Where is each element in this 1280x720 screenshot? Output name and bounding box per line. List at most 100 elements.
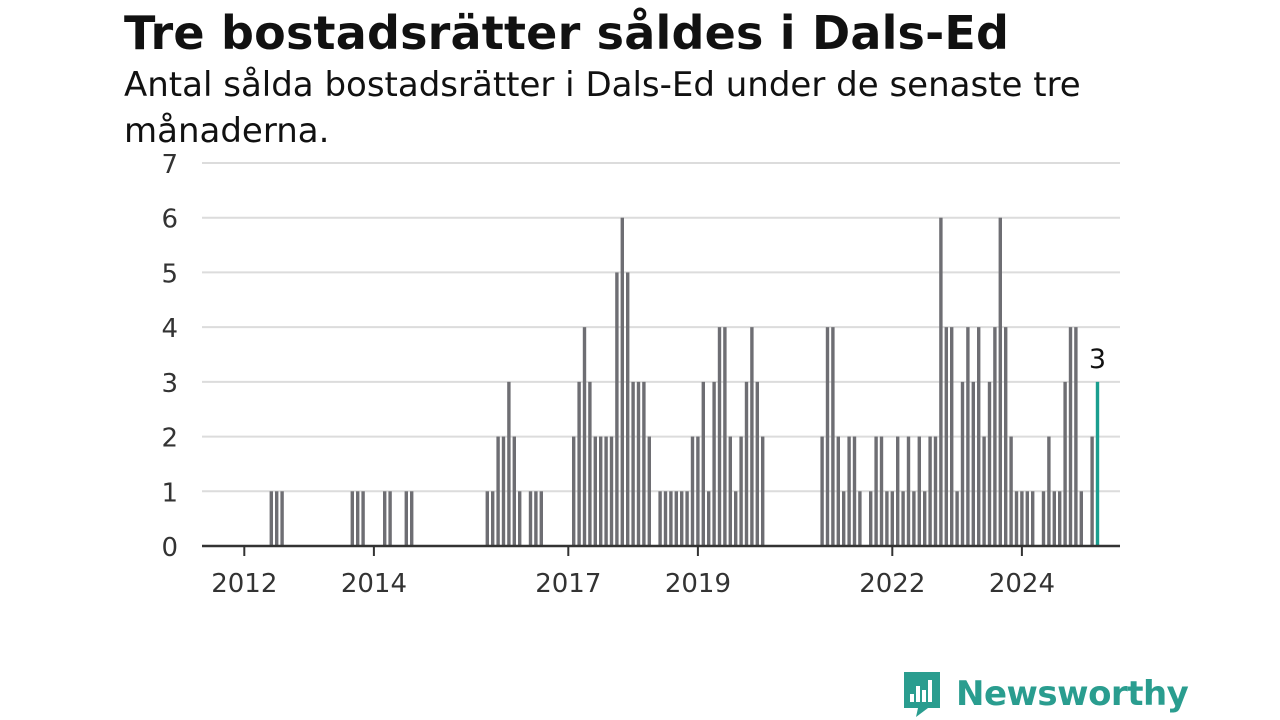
bar	[534, 491, 538, 546]
bar	[1090, 436, 1094, 546]
bar	[1079, 491, 1083, 546]
bar	[539, 491, 543, 546]
bar	[701, 381, 705, 546]
bar	[717, 327, 722, 546]
bar	[1052, 491, 1056, 546]
bar	[879, 436, 884, 546]
bar	[350, 491, 354, 546]
bar	[966, 327, 970, 546]
bar	[269, 491, 273, 546]
data-labels: 3	[1089, 344, 1106, 375]
bar	[647, 436, 651, 546]
bar	[928, 436, 932, 546]
x-tick-label: 2019	[665, 569, 731, 599]
newsworthy-logo: Newsworthy	[902, 670, 1189, 718]
bar	[901, 491, 905, 546]
bar	[869, 491, 873, 546]
bar	[620, 217, 624, 546]
bar	[723, 327, 727, 546]
bar	[933, 436, 938, 546]
bar	[1074, 327, 1078, 546]
bar	[998, 217, 1002, 546]
bar	[987, 381, 992, 546]
bar	[410, 491, 414, 546]
bar	[663, 491, 668, 546]
bar	[728, 436, 732, 546]
bar	[280, 491, 284, 546]
bar	[831, 327, 835, 546]
bar	[528, 491, 533, 546]
x-tick-label: 2022	[859, 569, 925, 599]
bar	[404, 491, 408, 546]
bar	[885, 491, 889, 546]
y-tick-label: 1	[161, 478, 178, 508]
bar	[750, 327, 754, 546]
bar	[912, 491, 916, 546]
y-tick-label: 3	[161, 369, 178, 399]
bar	[744, 381, 749, 546]
x-tick-label: 2012	[211, 569, 277, 599]
bar	[615, 272, 619, 546]
y-tick-label: 4	[161, 314, 178, 344]
bar	[485, 491, 489, 546]
newsworthy-logo-icon	[904, 672, 940, 717]
bar	[739, 436, 743, 546]
bar	[588, 381, 592, 546]
bar	[658, 491, 662, 546]
bar	[923, 491, 927, 546]
bar	[874, 436, 878, 546]
bar	[960, 381, 965, 546]
bar	[496, 436, 500, 546]
x-tick-label: 2014	[341, 569, 407, 599]
bar	[518, 491, 522, 546]
bar	[690, 436, 695, 546]
bar	[944, 327, 948, 546]
bar	[696, 436, 700, 546]
bar	[356, 491, 360, 546]
bar	[604, 436, 608, 546]
bar	[572, 436, 576, 546]
bar	[734, 491, 738, 546]
bar	[599, 436, 603, 546]
bar	[847, 436, 851, 546]
y-tick-label: 0	[161, 533, 178, 563]
y-axis-ticks: 0 1 2 3 4 5 6 7	[161, 150, 178, 563]
x-tick-label: 2024	[989, 569, 1055, 599]
chart-subtitle: Antal sålda bostadsrätter i Dals-Ed unde…	[124, 65, 1081, 151]
bar	[977, 327, 981, 546]
bar	[950, 327, 954, 546]
brand-name: Newsworthy	[956, 674, 1189, 714]
bar	[906, 436, 911, 546]
bar	[512, 436, 516, 546]
gridlines	[202, 162, 1120, 493]
bar	[685, 491, 689, 546]
bar	[1020, 491, 1024, 546]
bar	[593, 436, 597, 546]
bar	[858, 491, 862, 546]
bar	[631, 381, 635, 546]
bar	[674, 491, 678, 546]
bar	[917, 436, 921, 546]
bar	[609, 436, 614, 546]
y-tick-label: 7	[161, 150, 178, 180]
y-tick-label: 5	[161, 259, 178, 289]
bar	[388, 491, 392, 546]
bar	[642, 381, 646, 546]
y-tick-label: 2	[161, 424, 178, 454]
bar	[761, 436, 765, 546]
bar	[491, 491, 495, 546]
bar	[1009, 436, 1013, 546]
bar	[755, 381, 759, 546]
bar	[507, 381, 511, 546]
bar	[993, 327, 997, 546]
bar	[712, 381, 716, 546]
highlight-value-label: 3	[1089, 344, 1106, 375]
bar	[939, 217, 943, 546]
bar	[1025, 491, 1029, 546]
x-axis: 2012 2014 2017 2019 2022 2024	[202, 544, 1120, 599]
bar	[582, 327, 587, 546]
bar	[1068, 327, 1073, 546]
bar	[1031, 491, 1035, 546]
bar	[1004, 327, 1008, 546]
